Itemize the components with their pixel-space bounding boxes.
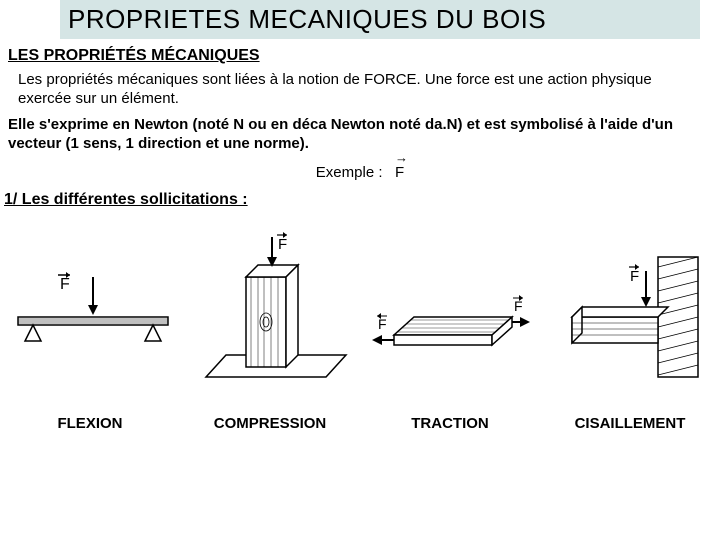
vector-F: F xyxy=(395,160,404,181)
section-heading-sollicitations: 1/ Les différentes sollicitations : xyxy=(4,191,720,209)
diagram-row: F F xyxy=(4,217,716,397)
svg-text:F: F xyxy=(630,268,639,285)
section-heading-properties: LES PROPRIÉTÉS MÉCANIQUES xyxy=(8,47,720,65)
page-title: PROPRIETES MECANIQUES DU BOIS xyxy=(60,0,700,39)
svg-text:F: F xyxy=(378,316,387,332)
label-cisaillement: CISAILLEMENT xyxy=(540,415,720,432)
svg-text:F: F xyxy=(60,276,70,293)
diagram-traction: F F xyxy=(360,247,538,397)
example-label: Exemple : xyxy=(316,164,383,181)
paragraph-newton: Elle s'exprime en Newton (noté N ou en d… xyxy=(8,115,706,154)
diagram-compression: F xyxy=(182,227,360,397)
label-flexion: FLEXION xyxy=(0,415,180,432)
svg-text:F: F xyxy=(278,236,287,253)
label-traction: TRACTION xyxy=(360,415,540,432)
diagram-cisaillement: F xyxy=(538,237,716,397)
example-line: Exemple : F xyxy=(0,160,720,181)
label-compression: COMPRESSION xyxy=(180,415,360,432)
diagram-flexion: F xyxy=(4,247,182,397)
svg-text:F: F xyxy=(514,298,523,314)
paragraph-definition: Les propriétés mécaniques sont liées à l… xyxy=(18,71,706,109)
diagram-label-row: FLEXION COMPRESSION TRACTION CISAILLEMEN… xyxy=(0,415,720,432)
